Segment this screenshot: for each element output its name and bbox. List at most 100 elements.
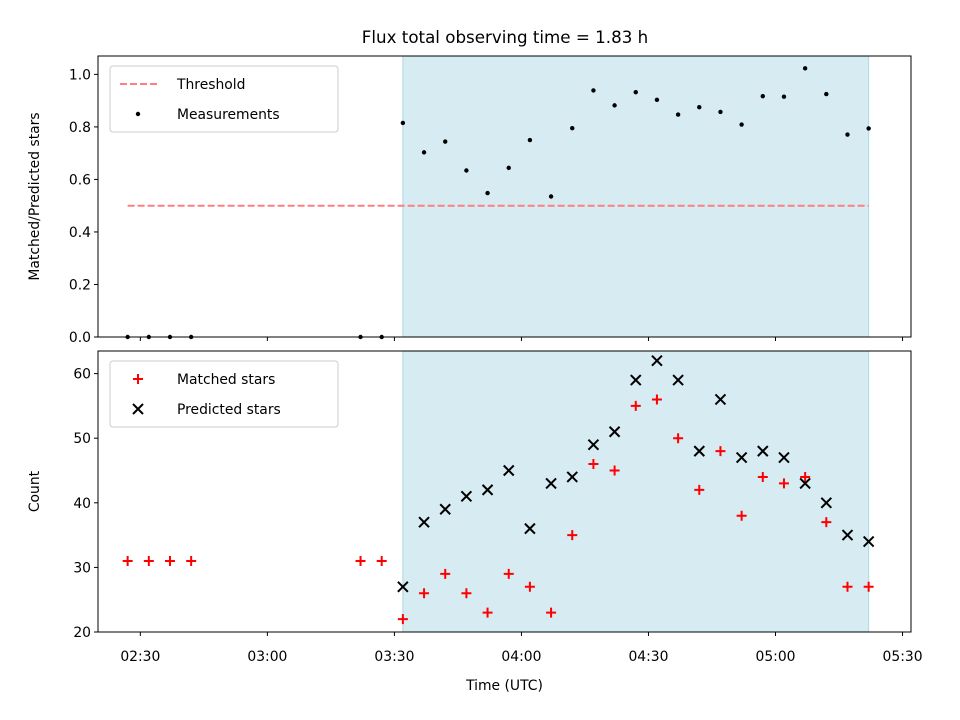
data-point: [714, 393, 727, 406]
y-tick-label: 0.8: [69, 120, 91, 136]
y-tick-label: 40: [73, 496, 91, 512]
data-point: [863, 581, 874, 592]
y-tick-label: 20: [73, 625, 91, 641]
data-point: [800, 471, 811, 482]
y-tick-label: 0.4: [69, 225, 91, 241]
y-tick-label: 50: [73, 431, 91, 447]
legend-swatch: [132, 403, 144, 415]
data-point: [546, 607, 557, 618]
data-point: [760, 93, 765, 99]
data-point: [355, 555, 366, 566]
data-point: [418, 516, 430, 528]
series-matched-stars: [122, 394, 874, 625]
data-point: [143, 555, 154, 566]
data-point: [735, 451, 748, 464]
data-point: [651, 394, 662, 405]
data-point: [439, 503, 451, 515]
legend-label: Threshold: [176, 77, 245, 93]
data-point: [481, 484, 494, 496]
data-point: [400, 120, 406, 126]
data-point: [566, 471, 578, 483]
y-tick-label: 60: [73, 367, 91, 383]
series-predicted-stars: [397, 354, 875, 593]
legend: Threshold Measurements: [109, 65, 339, 133]
legend-box: [109, 65, 339, 133]
data-point: [824, 91, 829, 97]
data-point: [736, 510, 747, 521]
data-point: [612, 103, 617, 108]
data-point: [802, 66, 808, 71]
data-point: [545, 477, 557, 490]
data-point: [778, 451, 790, 464]
data-point: [757, 471, 768, 482]
y-axis-label: Matched/Predicted stars: [27, 112, 43, 280]
legend: Matched stars Predicted stars: [109, 360, 339, 428]
data-point: [503, 464, 515, 477]
data-point: [524, 522, 536, 535]
legend-label: Matched stars: [177, 372, 275, 388]
data-point: [443, 139, 448, 144]
x-axis-label: Time (UTC): [465, 678, 543, 694]
data-point: [799, 477, 811, 490]
data-point: [654, 97, 660, 103]
data-point: [693, 445, 705, 457]
legend-swatch: [133, 374, 143, 384]
top-panel: 0.0 0.2 0.4 0.6 0.8 1.0 Matched/Predicted star…: [27, 55, 912, 346]
x-tick-label: 04:30: [628, 649, 668, 665]
data-point: [506, 165, 511, 171]
data-point: [630, 400, 641, 411]
y-tick-label: 0.0: [69, 330, 91, 346]
data-point: [376, 555, 387, 566]
legend-box: [109, 360, 339, 428]
data-point: [633, 90, 638, 95]
data-point: [630, 374, 642, 386]
data-point: [694, 484, 705, 495]
data-point: [651, 354, 663, 367]
x-tick-label: 04:00: [501, 649, 541, 665]
data-point: [718, 109, 723, 115]
data-point: [122, 555, 133, 566]
data-point: [675, 112, 681, 117]
data-point: [186, 555, 197, 566]
data-point: [524, 581, 535, 592]
data-point: [739, 122, 744, 127]
axes-frame: [97, 350, 912, 633]
data-point: [591, 88, 596, 93]
y-tick-label: 0.2: [69, 277, 91, 293]
data-point: [673, 433, 684, 444]
observing-span: [402, 350, 870, 633]
data-point: [397, 581, 409, 593]
data-point: [485, 190, 490, 196]
data-point: [842, 581, 853, 592]
x-tick-label: 05:00: [755, 649, 795, 665]
y-axis-label: Count: [27, 470, 43, 512]
data-point: [164, 555, 175, 566]
data-point: [461, 588, 472, 599]
data-point: [845, 132, 850, 137]
x-tick-label: 03:30: [374, 649, 414, 665]
observing-span: [402, 55, 870, 338]
data-point: [464, 168, 469, 173]
y-tick-label: 0.6: [69, 172, 91, 188]
data-point: [715, 446, 726, 457]
x-tick-label: 02:30: [120, 649, 160, 665]
data-point: [503, 568, 514, 579]
data-point: [608, 426, 621, 438]
data-point: [588, 459, 599, 470]
data-point: [587, 438, 600, 451]
data-point: [440, 568, 451, 579]
data-point: [757, 445, 769, 457]
series-measurements: [125, 66, 871, 340]
data-point: [841, 529, 854, 541]
bottom-panel: 20 30 40 50 60 02:30 03:00 03:30 04:00 04:30 05:00…: [27, 350, 923, 694]
data-point: [527, 137, 533, 143]
data-point: [421, 150, 427, 155]
data-point: [862, 535, 875, 548]
data-point: [570, 126, 575, 131]
legend-label: Measurements: [177, 107, 280, 123]
data-point: [697, 105, 702, 110]
data-point: [482, 607, 493, 618]
x-tick-label: 05:30: [883, 649, 923, 665]
x-tick-label: 03:00: [247, 649, 287, 665]
